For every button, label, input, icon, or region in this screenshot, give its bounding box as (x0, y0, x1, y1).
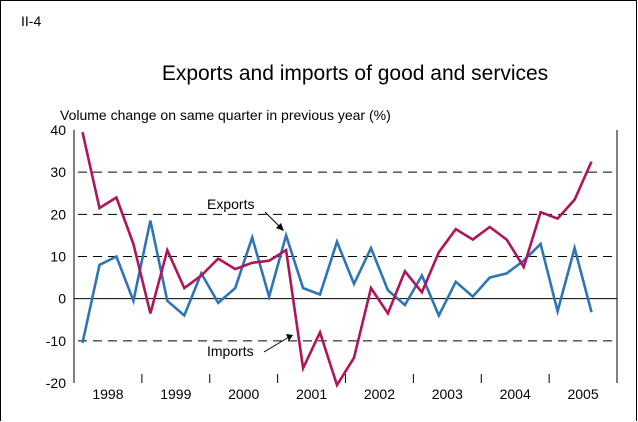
panel-label: II-4 (21, 13, 41, 29)
axis-layer: 40 30 20 10 0 -10 -20 1998 1999 2000 2001 2002 2003 2… (46, 122, 618, 402)
y-tick-label: -20 (46, 375, 66, 391)
exports-line (81, 220, 593, 344)
x-tick-label: 1998 (92, 386, 123, 402)
y-tick-label: 40 (50, 122, 66, 138)
imports-arrow-line (263, 336, 290, 353)
y-tick-label: 20 (50, 206, 66, 222)
y-tick-label: 10 (50, 249, 66, 265)
x-tick-label: 2004 (500, 386, 531, 402)
annotation-layer: Exports Imports (207, 196, 293, 359)
x-tick-label: 2003 (432, 386, 463, 402)
exports-annotation: Exports (207, 196, 254, 212)
chart-title: Exports and imports of good and services (162, 62, 548, 85)
series-layer (81, 131, 593, 389)
x-tick-label: 1999 (160, 386, 191, 402)
x-tick-label: 2000 (228, 386, 259, 402)
exports-arrowhead (276, 223, 284, 231)
imports-arrowhead (286, 334, 293, 341)
exports-arrow-line (264, 211, 282, 229)
y-tick-label: 30 (50, 164, 66, 180)
y-tick-label: 0 (58, 291, 66, 307)
imports-line (81, 131, 593, 389)
x-tick-label: 2002 (364, 386, 395, 402)
y-tick-label: -10 (46, 333, 66, 349)
imports-annotation: Imports (207, 343, 254, 359)
y-axis-label: Volume change on same quarter in previou… (60, 107, 391, 123)
x-tick-label: 2001 (296, 386, 327, 402)
x-tick-label: 2005 (567, 386, 598, 402)
